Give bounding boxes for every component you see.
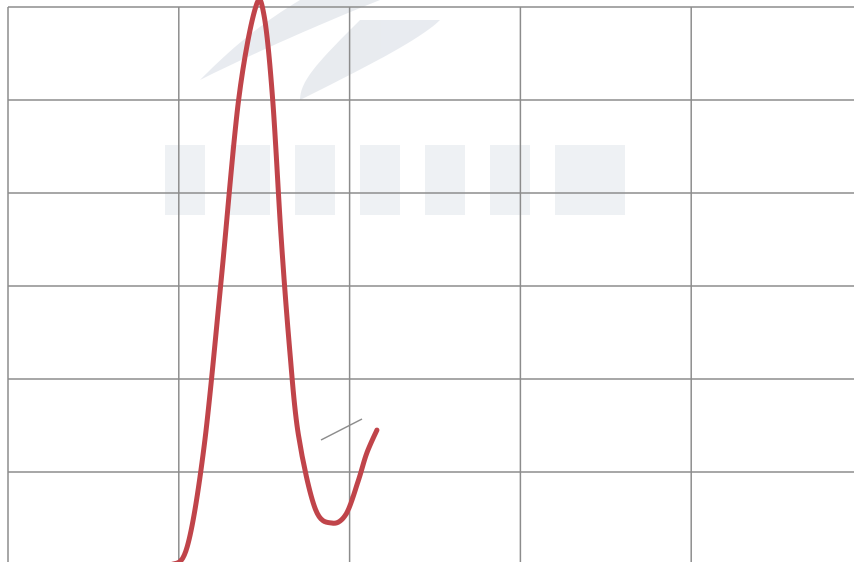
annotation-mark — [320, 418, 363, 441]
chart-series — [171, 0, 380, 562]
watermark-logo — [165, 0, 625, 215]
series-line-0 — [171, 0, 380, 562]
chart-grid — [7, 6, 854, 562]
